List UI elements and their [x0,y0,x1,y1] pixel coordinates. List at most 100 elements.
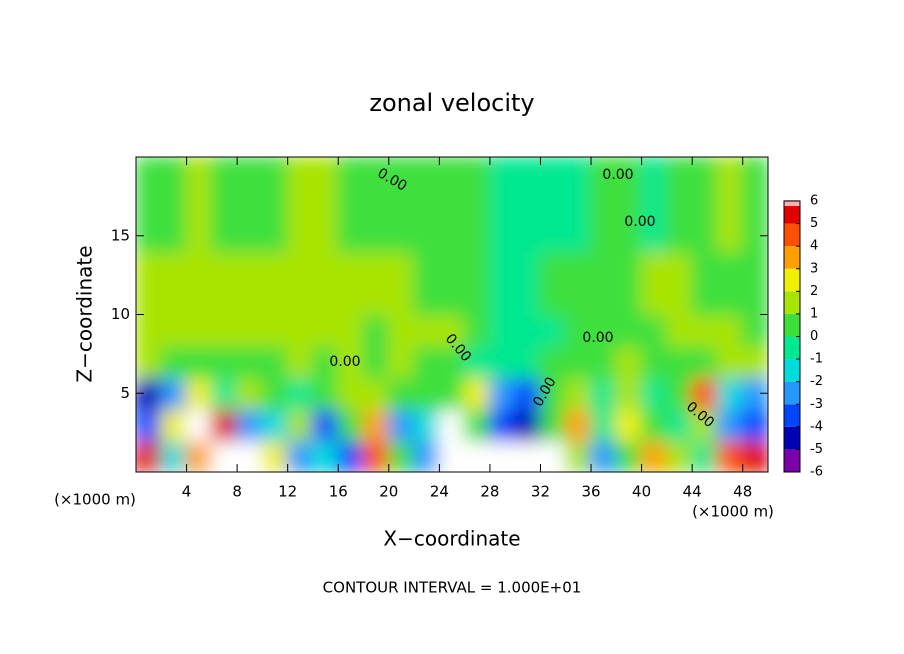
field-cell [261,439,289,472]
field-cell [210,376,239,410]
field-cell [438,250,466,316]
colorbar-swatch [784,359,800,382]
field-cell [463,313,491,347]
x-tick-label: 24 [430,483,449,501]
field-cell [236,408,264,442]
field-cell [514,157,542,253]
field-cell [261,250,289,316]
field-cell [741,345,768,379]
field-cell [362,250,390,316]
cells [136,157,768,472]
field-cell [286,376,314,410]
field-cell [136,250,163,316]
field-cell [463,157,491,253]
field-cell [716,313,744,347]
field-cell [286,250,314,316]
field-cell [590,157,618,253]
field-cell [362,313,390,347]
field-cell [387,439,416,472]
field-cell [136,408,163,442]
field-cell [136,345,163,379]
field-cell [362,439,390,472]
field-cell [640,157,668,253]
colorbar-label: -6 [810,465,823,480]
field-cell [387,157,416,253]
field-cell [665,250,694,316]
field-cell [438,439,466,472]
field-cell [640,313,668,347]
field-cell [716,250,744,316]
field-cell [741,250,768,316]
field-cell [564,313,593,347]
field-cell [210,408,239,442]
field-cell [665,376,694,410]
field-cell [185,250,213,316]
field [136,157,768,472]
field-cell [160,157,188,253]
y-tick-label: 5 [120,384,130,402]
field-cell [210,157,239,253]
field-cell [337,408,365,442]
colorbar-swatch [784,246,800,269]
field-cell [514,250,542,316]
x-tick-label: 32 [531,483,550,501]
field-cell [665,157,694,253]
field-cell [590,439,618,472]
contour-label: 0.00 [624,214,655,230]
field-cell [286,157,314,253]
colorbar-label: -2 [810,374,823,389]
colorbar-swatch [784,313,800,337]
x-unit-label: (×1000 m) [692,503,774,521]
field-cell [337,157,365,253]
field-cell [337,345,365,379]
field-cell [160,250,188,316]
field-cell [413,439,441,472]
x-tick-label: 28 [480,483,499,501]
field-cell [564,250,593,316]
field-cell [741,408,768,442]
field-cell [438,376,466,410]
field-cell [337,250,365,316]
field-cell [488,439,517,472]
field-cell [160,345,188,379]
field-cell [413,345,441,379]
field-cell [362,345,390,379]
chart-title: zonal velocity [369,89,534,117]
field-cell [716,157,744,253]
field-cell [413,313,441,347]
contour-label: 0.00 [329,354,360,370]
field-cell [564,345,593,379]
colorbar-label: 5 [810,216,818,231]
field-cell [640,250,668,316]
field-cell [615,439,643,472]
field-cell [337,313,365,347]
field-cell [539,345,567,379]
field-cell [210,313,239,347]
field-cell [136,439,163,472]
field-cell [236,345,264,379]
field-cell [615,345,643,379]
field-cell [590,376,618,410]
field-cell [564,439,593,472]
field-cell [539,439,567,472]
field-cell [640,345,668,379]
field-cell [640,439,668,472]
x-tick-label: 4 [182,483,192,501]
field-cell [488,157,517,253]
field-cell [691,250,719,316]
field-cell [185,313,213,347]
field-cell [311,408,340,442]
field-cell [539,408,567,442]
contour-label: 0.00 [582,330,613,346]
field-cell [691,408,719,442]
field-cell [236,313,264,347]
field-cell [640,376,668,410]
field-cell [615,408,643,442]
field-cell [413,376,441,410]
field-cell [463,439,491,472]
field-cell [716,408,744,442]
field-cell [691,157,719,253]
colorbar-label: 6 [810,194,818,209]
field-cell [185,408,213,442]
